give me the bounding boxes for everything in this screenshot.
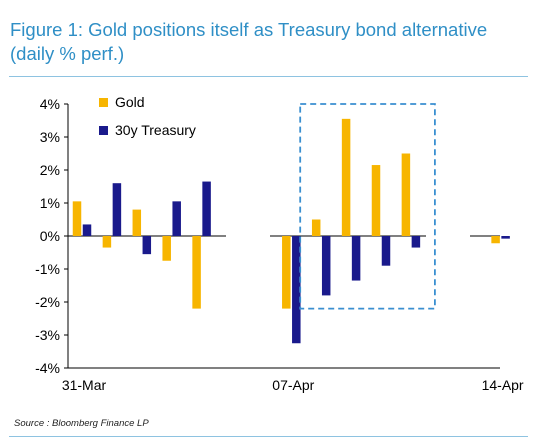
- bar-treasury: [411, 236, 421, 248]
- y-tick-label: 4%: [40, 96, 60, 112]
- bar-treasury: [172, 201, 181, 236]
- title-divider: [9, 76, 528, 77]
- y-tick-label: -4%: [35, 360, 60, 376]
- bar-gold: [72, 201, 82, 236]
- bar-treasury: [292, 236, 301, 344]
- bar-treasury: [321, 236, 331, 296]
- bottom-divider: [9, 436, 528, 437]
- bar-gold: [371, 165, 381, 236]
- y-tick-label: 3%: [40, 129, 60, 145]
- legend-label: Gold: [115, 94, 145, 110]
- bar-treasury: [202, 181, 211, 236]
- legend-label: 30y Treasury: [115, 122, 196, 138]
- bar-gold: [341, 118, 351, 236]
- bar-treasury: [112, 183, 122, 236]
- x-tick-label: 31-Mar: [62, 377, 107, 393]
- y-tick-label: 2%: [40, 162, 60, 178]
- bar-gold: [192, 236, 201, 309]
- bar-gold: [102, 236, 112, 248]
- bar-treasury: [351, 236, 361, 281]
- bar-gold: [162, 236, 171, 261]
- bar-gold: [311, 219, 321, 236]
- y-tick-label: 1%: [40, 195, 60, 211]
- source-note: Source : Bloomberg Finance LP: [14, 418, 149, 429]
- y-tick-label: 0%: [40, 228, 60, 244]
- bar-treasury: [501, 236, 510, 239]
- bar-gold: [282, 236, 291, 309]
- bar-gold: [132, 209, 142, 236]
- x-tick-label: 14-Apr: [482, 377, 524, 393]
- chart-title: Figure 1: Gold positions itself as Treas…: [10, 19, 488, 64]
- y-tick-label: -3%: [35, 327, 60, 343]
- bar-gold: [401, 153, 411, 236]
- bar-treasury: [82, 224, 92, 236]
- bar-treasury: [142, 236, 152, 255]
- legend-swatch: [99, 98, 108, 107]
- bar-treasury: [381, 236, 391, 266]
- legend-swatch: [99, 126, 108, 135]
- y-tick-label: -1%: [35, 261, 60, 277]
- x-tick-label: 07-Apr: [272, 377, 314, 393]
- bar-gold: [491, 236, 500, 244]
- y-tick-label: -2%: [35, 294, 60, 310]
- highlight-box: [299, 103, 436, 310]
